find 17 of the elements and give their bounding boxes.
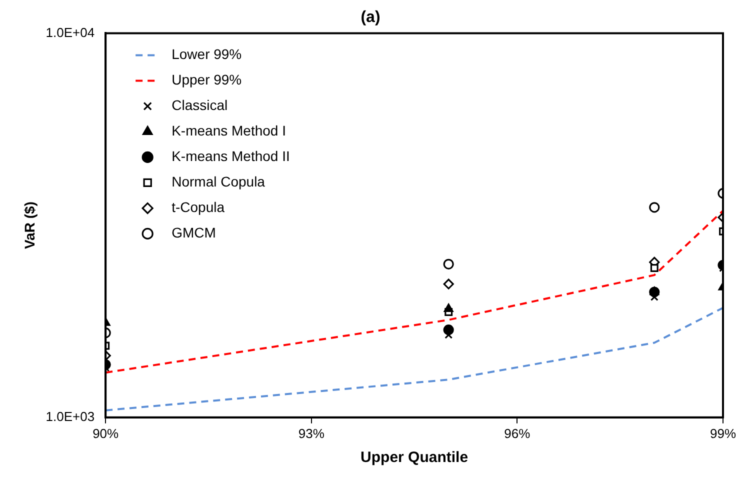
legend-label: Upper 99% xyxy=(172,72,242,88)
legend-label: K-means Method I xyxy=(172,122,286,139)
x-tick-label: 99% xyxy=(710,426,736,441)
y-tick-label: 1.0E+03 xyxy=(46,408,95,424)
legend-label: Lower 99% xyxy=(172,46,242,62)
chart-title: (a) xyxy=(360,9,380,26)
legend-label: Classical xyxy=(172,97,228,114)
x-tick-label: 90% xyxy=(92,426,120,441)
x-axis-title: Upper Quantile xyxy=(360,449,468,466)
x-tick-label: 93% xyxy=(298,426,325,441)
legend-label: Normal Copula xyxy=(172,174,266,190)
legend-label: t-Copula xyxy=(172,199,225,216)
x-tick-label: 96% xyxy=(504,426,531,441)
y-axis-title: VaR ($) xyxy=(21,202,38,250)
y-tick-label: 1.0E+04 xyxy=(46,24,95,40)
legend-label: K-means Method II xyxy=(172,148,290,164)
legend-label: GMCM xyxy=(172,224,216,241)
